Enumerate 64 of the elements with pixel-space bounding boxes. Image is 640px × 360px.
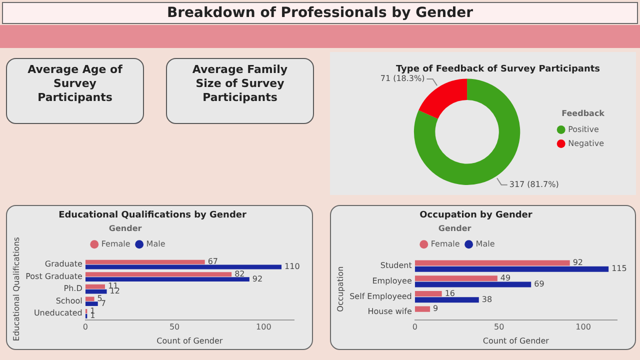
data-label: 317 (81.7%) — [509, 180, 559, 189]
y-axis-title: Occupation — [336, 266, 345, 312]
y-axis-title: Educational Qualifications — [12, 237, 21, 342]
data-label: 5 — [97, 294, 102, 303]
text: Average Family Size of Survey Participants — [191, 63, 289, 105]
y-tick-label: Ph.D — [64, 284, 82, 294]
chart-title: Type of Feedback of Survey Participants — [396, 64, 600, 75]
y-tick-label: Post Graduate — [26, 272, 82, 281]
bar — [85, 302, 98, 306]
y-tick-label: School — [56, 296, 82, 306]
x-tick-label: 0 — [82, 322, 88, 332]
x-tick-label: 100 — [256, 322, 272, 332]
y-tick-label: House wife — [368, 307, 412, 316]
data-label: 69 — [534, 280, 544, 289]
x-axis-title: Count of Gender — [482, 336, 550, 346]
bar — [85, 289, 107, 294]
x-tick-label: 100 — [576, 322, 591, 332]
data-label: 92 — [572, 258, 584, 268]
data-label: 67 — [208, 257, 218, 266]
bar — [85, 260, 205, 264]
bar — [85, 272, 232, 277]
bar — [85, 296, 94, 302]
legend-label: Female — [430, 239, 460, 248]
bar — [414, 282, 532, 288]
bar — [85, 277, 250, 282]
legend-label: Negative — [568, 138, 604, 148]
data-label: 115 — [612, 264, 627, 274]
bar — [85, 284, 105, 289]
chart-title: Educational Qualifications by Gender — [58, 210, 247, 221]
data-label: 82 — [234, 269, 245, 278]
bar — [414, 290, 442, 296]
chart-title: Occupation by Gender — [420, 210, 533, 221]
y-tick-label: Employee — [372, 276, 412, 286]
x-tick-label: 50 — [169, 322, 180, 332]
y-tick-label: Student — [380, 261, 412, 270]
legend-label: Female — [101, 239, 130, 248]
y-tick-label: Uneducated — [34, 308, 82, 318]
x-tick-label: 50 — [494, 322, 504, 332]
data-label: 16 — [444, 288, 456, 298]
bar — [414, 260, 570, 266]
data-label: 38 — [482, 294, 492, 304]
x-tick-label: 0 — [412, 322, 418, 332]
legend-title: Gender — [108, 224, 142, 233]
legend-title: Feedback — [562, 109, 606, 118]
legend-label: Positive — [568, 124, 600, 134]
y-tick-label: Self Employeed — [350, 292, 412, 301]
bar — [414, 266, 609, 272]
bar — [414, 276, 498, 282]
text: Breakdown of Professionals by Gender — [166, 4, 474, 22]
legend-label: Male — [146, 239, 166, 248]
y-tick-label: Graduate — [44, 260, 82, 269]
data-label: 71 (18.3%) — [380, 74, 425, 84]
data-label: 7 — [100, 298, 106, 308]
data-label: 110 — [284, 262, 300, 272]
bar — [414, 297, 479, 303]
data-label: 9 — [433, 304, 438, 314]
bar — [414, 306, 430, 312]
x-axis-title: Count of Gender — [156, 336, 224, 346]
data-label: 92 — [252, 274, 263, 284]
data-label: 49 — [500, 273, 511, 282]
text: Average Age of Survey Participants — [26, 63, 124, 105]
legend-label: Male — [476, 239, 495, 248]
bar — [85, 264, 282, 270]
legend-title: Gender — [438, 224, 472, 233]
